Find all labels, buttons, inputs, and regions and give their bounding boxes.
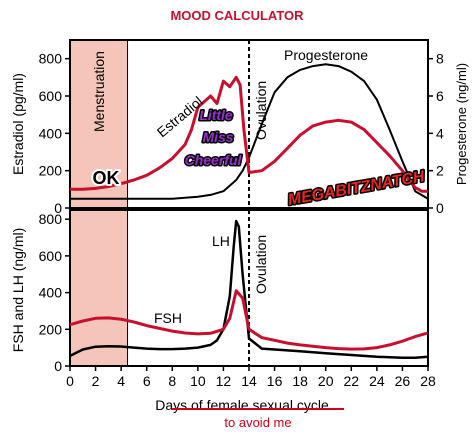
y-tick-label-fsh-lh: 600	[39, 248, 63, 264]
x-tick-label: 10	[190, 373, 206, 389]
menstruation-label: Menstruation	[91, 51, 107, 132]
y-tick-label-progesterone: 6	[436, 88, 444, 104]
y-tick-label-estradiol: 200	[39, 163, 63, 179]
x-tick-label: 18	[292, 373, 308, 389]
y-tick-label-progesterone: 0	[436, 200, 444, 216]
series-layer	[70, 63, 428, 359]
series-label-estradiol: Estradiol	[154, 93, 206, 140]
series-line-progesterone	[70, 63, 428, 200]
x-tick-label: 26	[395, 373, 411, 389]
y-tick-label-estradiol: 800	[39, 51, 63, 67]
y-tick-label-progesterone: 4	[436, 125, 444, 141]
y-tick-label-progesterone: 8	[436, 51, 444, 67]
y-axis-label-estradiol: Estradiol (pg/ml)	[10, 73, 26, 175]
y-tick-label-estradiol: 600	[39, 88, 63, 104]
x-tick-label: 28	[420, 373, 436, 389]
x-tick-label: 12	[216, 373, 232, 389]
ovulation-label-bottom: Ovulation	[253, 235, 269, 294]
mood-sticker-line-3: Cheerful	[185, 152, 243, 168]
x-tick-label: 4	[117, 373, 125, 389]
x-tick-label: 6	[143, 373, 151, 389]
chart-title: MOOD CALCULATOR	[170, 8, 304, 23]
x-tick-label: 24	[369, 373, 385, 389]
x-tick-label: 2	[92, 373, 100, 389]
menstruation-band-bottom	[69, 209, 129, 367]
x-tick-label: 8	[168, 373, 176, 389]
y-tick-label-fsh-lh: 800	[39, 211, 63, 227]
y-axis-label-fsh-lh: FSH and LH (ng/ml)	[10, 228, 26, 352]
ok-sticker: OK	[93, 168, 120, 188]
x-tick-label: 0	[66, 373, 74, 389]
x-tick-label: 16	[267, 373, 283, 389]
villain-sticker: MEGABITZNATCH	[287, 168, 427, 209]
x-tick-label: 22	[343, 373, 359, 389]
ovulation-label-top: Ovulation	[253, 81, 269, 140]
series-label-fsh: FSH	[154, 310, 182, 326]
menstruation-band-top	[69, 39, 129, 209]
series-line-estradiol	[70, 75, 428, 193]
series-label-progesterone: Progesterone	[284, 47, 368, 63]
y-tick-label-estradiol: 400	[39, 125, 63, 141]
mood-sticker-line-2: Miss	[202, 129, 233, 145]
series-line-fsh	[70, 289, 428, 351]
handwritten-note: to avoid me	[224, 415, 291, 430]
x-tick-label: 14	[241, 373, 257, 389]
mood-sticker: Little Miss Cheerful	[183, 106, 244, 170]
x-axis-label: Days of female sexual cycle	[155, 397, 329, 413]
y-axis-label-progesterone: Progesterone (ng/ml)	[454, 63, 469, 185]
y-tick-label-fsh-lh: 0	[54, 358, 62, 374]
mood-sticker-line-1: Little	[199, 107, 233, 123]
series-line-lh	[70, 219, 428, 359]
y-tick-label-fsh-lh: 400	[39, 285, 63, 301]
series-label-lh: LH	[212, 233, 230, 249]
y-tick-label-estradiol: 0	[54, 200, 62, 216]
y-tick-label-fsh-lh: 200	[39, 321, 63, 337]
x-tick-label: 20	[318, 373, 334, 389]
y-tick-label-progesterone: 2	[436, 163, 444, 179]
